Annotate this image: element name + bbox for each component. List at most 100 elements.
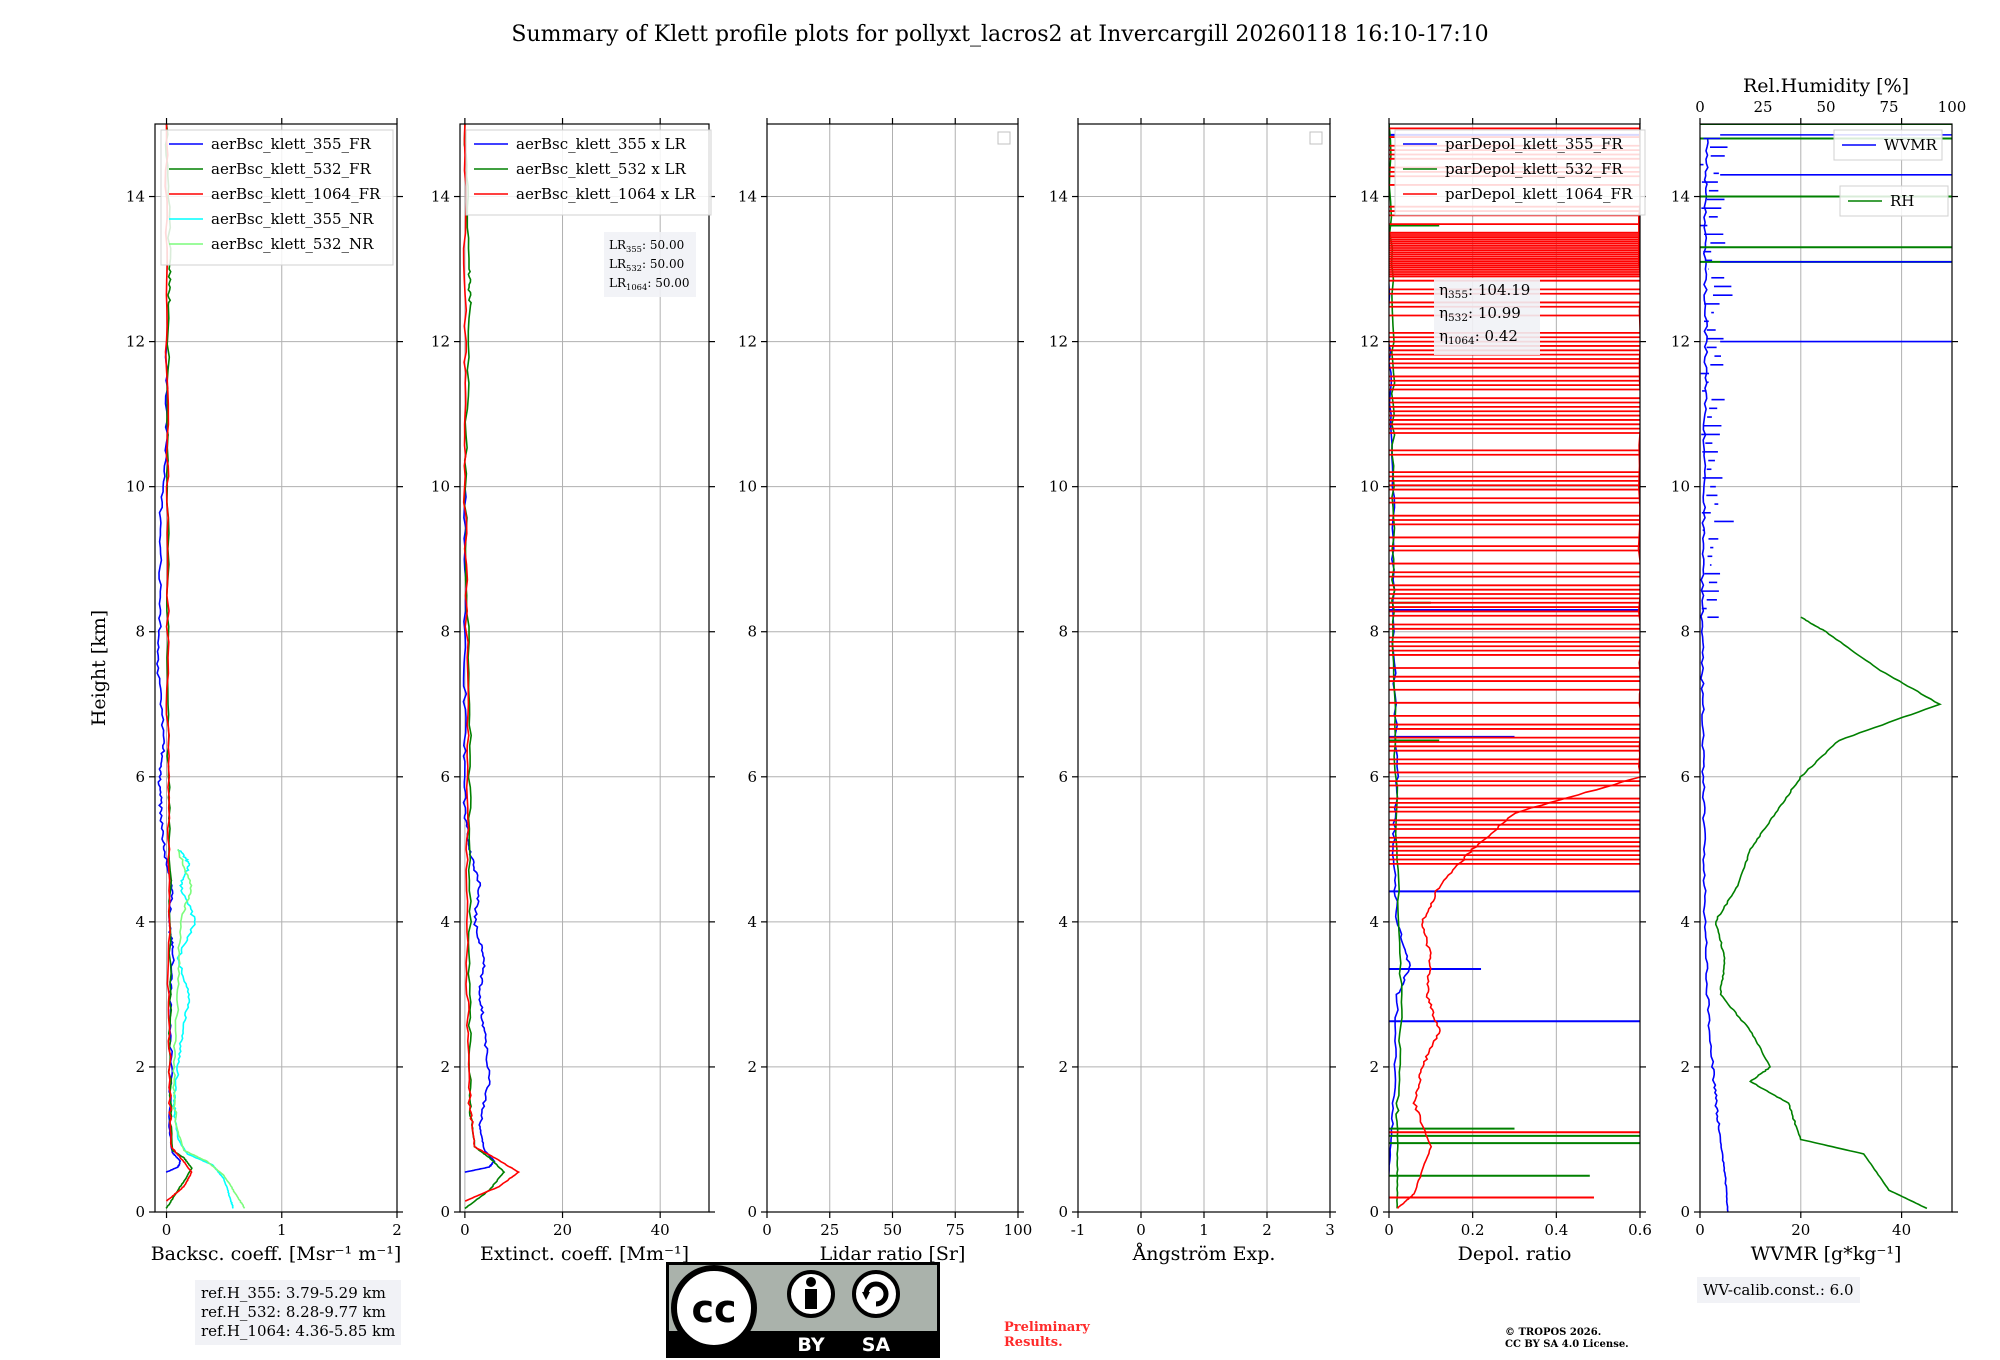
x-axis-label: Lidar ratio [Sr]: [820, 1243, 966, 1265]
annotation-box: [1434, 278, 1540, 355]
panel-water-vapor: 0 20 40 0 2 4 6 8 10 12 14 WVMR [g*kg⁻¹] 0 25 50 75 100 R…: [1671, 75, 1966, 1265]
x-tick-label: 20: [1791, 1221, 1810, 1239]
y-tick-label: 14: [126, 188, 145, 206]
panel-lidar-ratio: 0 25 50 75 100 0 2 4 6 8 10 12 14 Lidar ratio [Sr]: [738, 118, 1032, 1265]
annotation-line: η1064: 0.42: [1439, 327, 1518, 347]
y-axis-label: Height [km]: [88, 610, 110, 726]
copyright-line-2: CC BY SA 4.0 License.: [1505, 1339, 1629, 1350]
y-tick-label: 2: [1680, 1058, 1690, 1076]
x-axis-label: Extinct. coeff. [Mm⁻¹]: [480, 1243, 689, 1265]
series-aerBsc_klett_1064_FR: [164, 124, 193, 1202]
x-tick-label: 20: [553, 1221, 572, 1239]
x-tick-label: 2: [1262, 1221, 1272, 1239]
y-tick-label: 14: [1671, 188, 1690, 206]
top-tick-label: 100: [1938, 98, 1967, 116]
legend-label: aerBsc_klett_532_FR: [211, 160, 371, 178]
x-tick-label: 0: [1136, 1221, 1146, 1239]
y-tick-label: 0: [440, 1203, 450, 1221]
sa-share-icon: [852, 1270, 900, 1318]
annotation-box: [604, 232, 696, 297]
by-label: BY: [797, 1334, 824, 1356]
x-tick-label: 3: [1325, 1221, 1335, 1239]
panel-frame: [459, 123, 710, 1213]
y-tick-label: 12: [1360, 333, 1379, 351]
legend-label: aerBsc_klett_532_NR: [211, 235, 374, 253]
top-axis-label: Rel.Humidity [%]: [1743, 75, 1909, 97]
y-tick-label: 10: [1049, 478, 1068, 496]
y-tick-label: 14: [738, 188, 757, 206]
y-tick-label: 8: [1058, 623, 1068, 641]
y-tick-label: 14: [431, 188, 450, 206]
y-tick-label: 2: [747, 1058, 757, 1076]
series-group: [462, 124, 521, 1210]
y-tick-label: 10: [126, 478, 145, 496]
legend-label: aerBsc_klett_355_NR: [211, 210, 374, 228]
x-tick-label: 0: [460, 1221, 470, 1239]
preliminary-note: Preliminary Results.: [1004, 1320, 1090, 1350]
legend-label: parDepol_klett_355_FR: [1445, 135, 1623, 153]
x-axis-label: Backsc. coeff. [Msr⁻¹ m⁻¹]: [151, 1243, 402, 1265]
y-tick-label: 0: [1369, 1203, 1379, 1221]
annotation-line: LR532: 50.00: [609, 257, 684, 273]
reference-height-box: ref.H_355: 3.79-5.29 km ref.H_532: 8.28-…: [195, 1280, 402, 1345]
y-tick-label: 4: [1058, 913, 1068, 931]
x-tick-label: 1: [277, 1221, 287, 1239]
y-tick-label: 6: [440, 768, 450, 786]
cc-by-sa-badge: cc BY SA: [666, 1262, 940, 1358]
y-tick-label: 12: [1049, 333, 1068, 351]
x-tick-label: 50: [883, 1221, 902, 1239]
top-tick-label: 75: [1879, 98, 1898, 116]
figure-title: Summary of Klett profile plots for polly…: [511, 22, 1489, 47]
preliminary-line-2: Results.: [1004, 1335, 1063, 1350]
y-tick-label: 10: [1360, 478, 1379, 496]
y-tick-label: 8: [747, 623, 757, 641]
y-tick-label: 0: [1680, 1203, 1690, 1221]
legend-label: aerBsc_klett_1064_FR: [211, 185, 381, 203]
x-tick-label: 0: [1384, 1221, 1394, 1239]
cc-logo-icon: [671, 1265, 757, 1351]
empty-legend-box: [1309, 131, 1323, 145]
y-tick-label: 12: [738, 333, 757, 351]
top-tick-label: 25: [1753, 98, 1772, 116]
wv-calibration-box: WV-calib.const.: 6.0: [1697, 1277, 1860, 1303]
y-tick-label: 8: [440, 623, 450, 641]
x-tick-label: 40: [651, 1221, 670, 1239]
panel-extinction: 0 20 40 0 2 4 6 8 10 12 14 Extinct. coeff. [Mm⁻¹] ae…: [431, 118, 715, 1265]
series-parDepol_klett_355_FR: [1389, 124, 1411, 1176]
x-tick-label: 25: [820, 1221, 839, 1239]
series-aerBsc_klett_532 x LR: [463, 124, 506, 1210]
cc-logo-text: cc: [691, 1287, 736, 1331]
y-tick-label: 2: [1058, 1058, 1068, 1076]
y-tick-label: 8: [1680, 623, 1690, 641]
annotation-line: LR1064: 50.00: [609, 276, 690, 292]
panel-frame: [1699, 123, 1953, 1213]
series-aerBsc_klett_1064 x LR: [462, 124, 521, 1202]
y-tick-label: 0: [747, 1203, 757, 1221]
top-tick-label: 0: [1695, 98, 1705, 116]
y-tick-label: 4: [1680, 913, 1690, 931]
x-tick-label: 0.6: [1628, 1221, 1652, 1239]
y-tick-label: 12: [431, 333, 450, 351]
copyright-line-1: © TROPOS 2026.: [1505, 1327, 1602, 1338]
y-tick-label: 0: [1058, 1203, 1068, 1221]
legend-label: parDepol_klett_532_FR: [1445, 160, 1623, 178]
y-tick-label: 14: [1360, 188, 1379, 206]
legend-label: aerBsc_klett_1064 x LR: [516, 185, 696, 203]
x-tick-label: 2: [392, 1221, 402, 1239]
x-tick-label: 0.4: [1544, 1221, 1568, 1239]
series-RH: [1714, 616, 1942, 1210]
series-WVMR: [1700, 138, 1729, 1212]
x-axis-label: Depol. ratio: [1458, 1243, 1572, 1265]
panel-frame: [1388, 123, 1641, 1213]
ref-height-1064: ref.H_1064: 4.36-5.85 km: [201, 1322, 396, 1340]
ref-height-355: ref.H_355: 3.79-5.29 km: [201, 1284, 386, 1302]
y-tick-label: 6: [747, 768, 757, 786]
annotation-line: LR355: 50.00: [609, 238, 684, 254]
y-tick-label: 2: [135, 1058, 145, 1076]
y-tick-label: 4: [747, 913, 757, 931]
ref-height-532: ref.H_532: 8.28-9.77 km: [201, 1303, 386, 1321]
legend-label: aerBsc_klett_355 x LR: [516, 135, 687, 153]
copyright-note: © TROPOS 2026. CC BY SA 4.0 License.: [1505, 1327, 1629, 1351]
